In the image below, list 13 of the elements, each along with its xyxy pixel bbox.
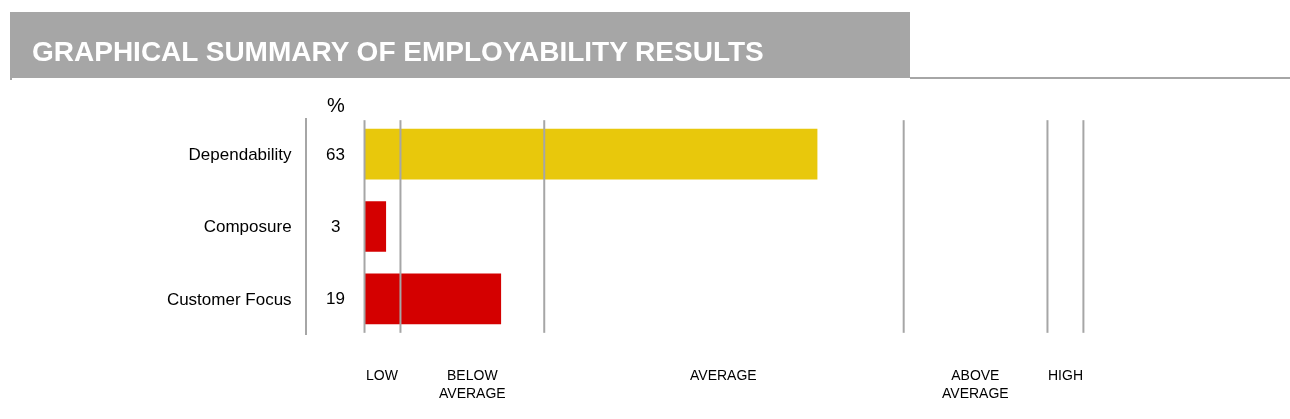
text: BELOW AVERAGE	[439, 367, 506, 402]
text: HIGH	[1048, 367, 1083, 383]
data-label: 63	[326, 145, 345, 164]
y-tick-label: Composure	[203, 217, 292, 237]
data-label: 19	[326, 289, 345, 308]
y-tick-label: Dependability	[188, 145, 293, 165]
text: AVERAGE	[690, 367, 757, 383]
chart-title: GRAPHICAL SUMMARY OF EMPLOYABILITY RESULTS	[10, 12, 910, 78]
data-label: 3	[331, 217, 341, 236]
text: ABOVE AVERAGE	[942, 367, 1009, 402]
text: %	[327, 94, 345, 116]
text: LOW	[366, 367, 399, 383]
y-tick-label: Customer Focus	[166, 289, 292, 309]
